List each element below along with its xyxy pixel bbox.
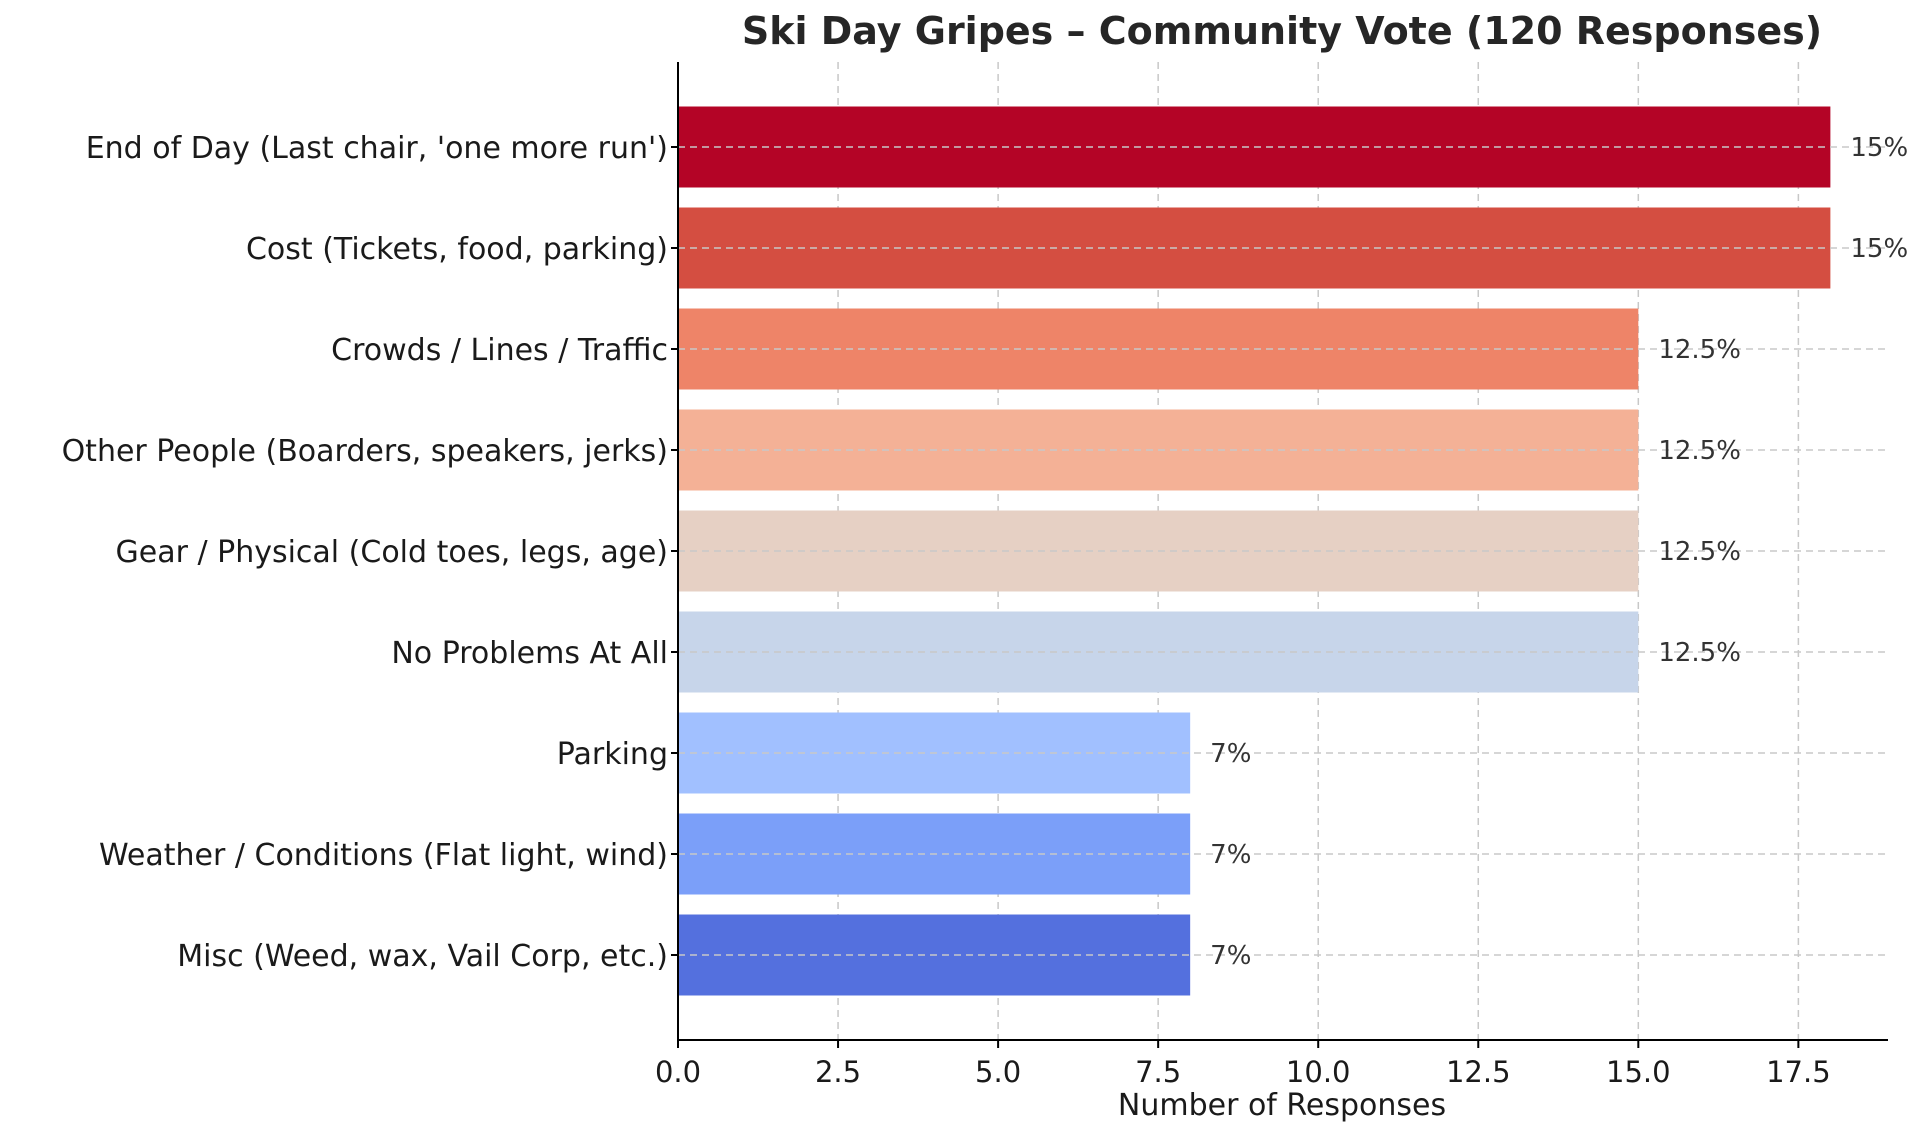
data-label: 12.5% <box>1658 537 1741 567</box>
x-tick-label: 15.0 <box>1606 1055 1671 1089</box>
category-label: End of Day (Last chair, 'one more run') <box>86 131 668 166</box>
category-label: Weather / Conditions (Flat light, wind) <box>99 838 668 873</box>
category-label: No Problems At All <box>391 636 668 671</box>
chart-title: Ski Day Gripes – Community Vote (120 Res… <box>742 9 1822 53</box>
x-tick-label: 17.5 <box>1766 1055 1831 1089</box>
data-label: 15% <box>1850 133 1908 163</box>
data-label: 12.5% <box>1658 638 1741 668</box>
category-label: Cost (Tickets, food, parking) <box>246 232 668 267</box>
category-label: Misc (Weed, wax, Vail Corp, etc.) <box>177 939 668 974</box>
x-tick-label: 7.5 <box>1135 1055 1181 1089</box>
category-label: Gear / Physical (Cold toes, legs, age) <box>116 535 669 570</box>
x-ticks: 0.0 2.5 5.0 7.5 10.0 12.5 15.0 17.5 <box>655 146 1831 1089</box>
category-grid-lines <box>678 146 1888 956</box>
category-label: Parking <box>557 737 668 772</box>
x-tick-label: 2.5 <box>815 1055 861 1089</box>
data-label: 7% <box>1210 941 1251 971</box>
data-labels: 15% 15% 12.5% 12.5% 12.5% 12.5% 7% 7% 7% <box>1210 133 1908 971</box>
data-label: 12.5% <box>1658 335 1741 365</box>
data-label: 12.5% <box>1658 436 1741 466</box>
category-label: Other People (Boarders, speakers, jerks) <box>62 434 668 469</box>
data-label: 15% <box>1850 234 1908 264</box>
category-labels: End of Day (Last chair, 'one more run') C… <box>62 131 668 974</box>
data-label: 7% <box>1210 840 1251 870</box>
x-tick-label: 12.5 <box>1446 1055 1511 1089</box>
x-tick-label: 0.0 <box>655 1055 701 1089</box>
x-tick-label: 10.0 <box>1286 1055 1351 1089</box>
category-label: Crowds / Lines / Traffic <box>331 333 668 368</box>
x-tick-label: 5.0 <box>975 1055 1021 1089</box>
data-label: 7% <box>1210 739 1251 769</box>
x-axis-title: Number of Responses <box>1118 1088 1446 1123</box>
